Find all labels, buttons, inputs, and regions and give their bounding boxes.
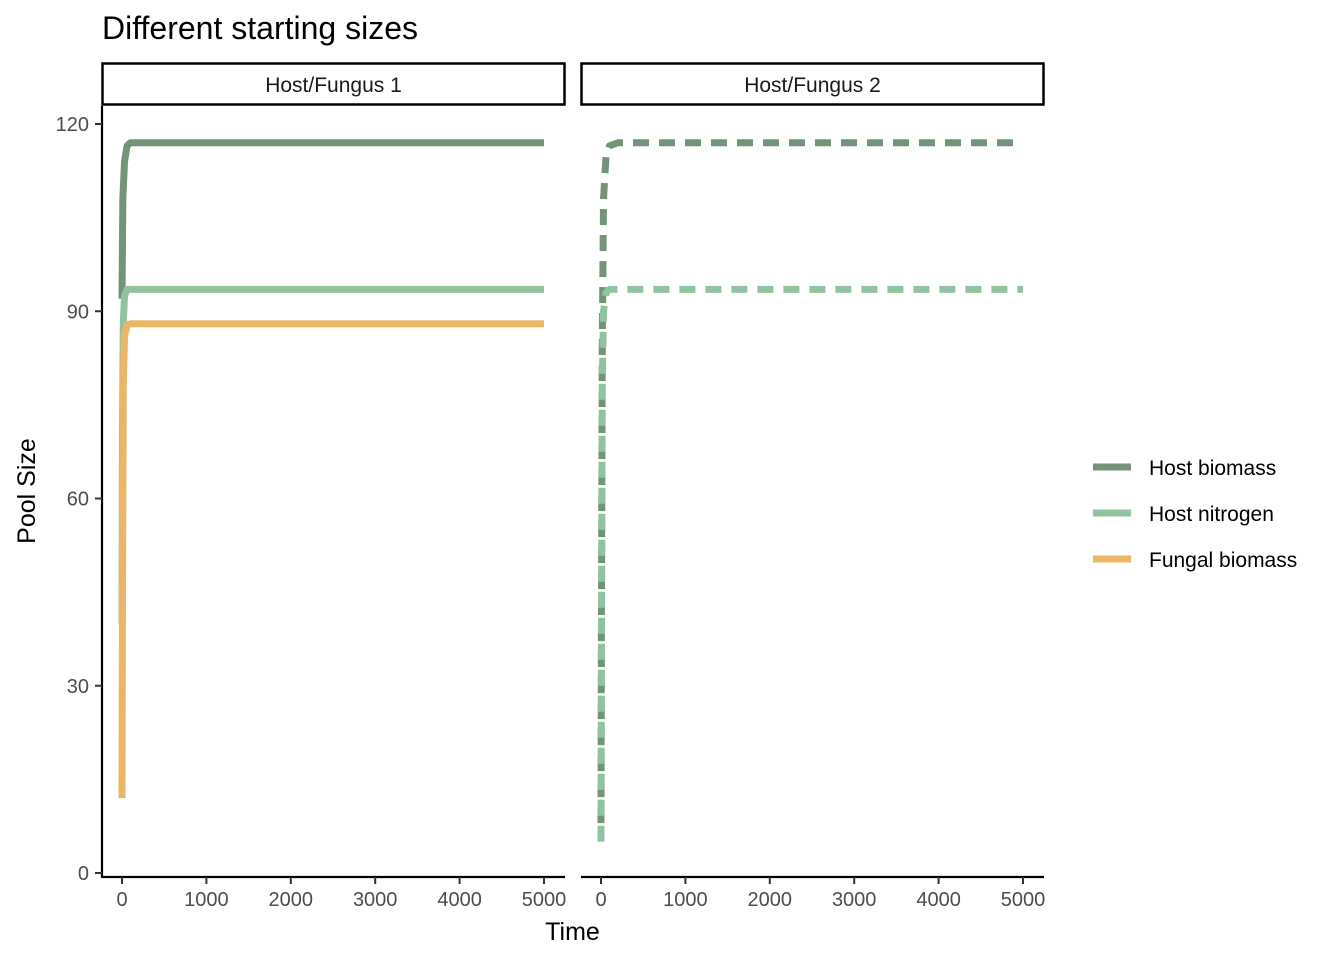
panel-1-x-ticks: 0 1000 2000 3000 4000 5000 [116, 877, 566, 911]
series-line-host-nitrogen [597, 285, 1023, 842]
legend-label: Fungal biomass [1149, 549, 1297, 572]
panel-2-series [597, 139, 1023, 842]
x-tick-label: 4000 [437, 889, 482, 911]
panel-2-strip [580, 62, 1045, 106]
y-tick-label: 90 [67, 301, 89, 323]
series-line-host-biomass [118, 139, 544, 299]
y-tick-label: 60 [67, 489, 89, 511]
x-tick-label: 0 [595, 889, 606, 911]
x-tick-label: 5000 [1001, 889, 1046, 911]
x-axis-title: Time [545, 918, 600, 946]
x-tick-label: 2000 [748, 889, 793, 911]
panel-1: Host/Fungus 1 0 1000 2000 3000 4000 5000 [101, 62, 566, 911]
series-line-host-nitrogen [118, 285, 544, 624]
panel-1-strip [101, 62, 566, 106]
legend: Host biomass Host nitrogen Fungal biomass [1093, 457, 1297, 572]
legend-label: Host biomass [1149, 457, 1276, 480]
y-tick-label: 0 [78, 863, 89, 885]
y-tick-label: 120 [56, 114, 89, 136]
x-tick-label: 4000 [916, 889, 961, 911]
panel-2-x-ticks: 0 1000 2000 3000 4000 5000 [595, 877, 1045, 911]
series-line-fungal-biomass [118, 320, 544, 799]
panel-1-series [118, 139, 544, 799]
y-tick-label: 30 [67, 676, 89, 698]
panel-1-label: Host/Fungus 1 [265, 74, 402, 97]
panel-2-label: Host/Fungus 2 [744, 74, 881, 97]
x-tick-label: 1000 [184, 889, 229, 911]
series-line-host-biomass [597, 139, 1023, 824]
panel-2: Host/Fungus 2 0 1000 2000 3000 4000 5000 [580, 62, 1045, 911]
x-tick-label: 3000 [832, 889, 877, 911]
y-axis-title: Pool Size [13, 438, 41, 544]
x-tick-label: 5000 [522, 889, 567, 911]
x-tick-label: 3000 [353, 889, 398, 911]
chart-title: Different starting sizes [102, 10, 418, 46]
x-tick-label: 2000 [269, 889, 314, 911]
x-tick-label: 1000 [663, 889, 708, 911]
y-ticks: 0 30 60 90 120 [56, 114, 102, 885]
legend-label: Host nitrogen [1149, 503, 1274, 526]
x-tick-label: 0 [116, 889, 127, 911]
